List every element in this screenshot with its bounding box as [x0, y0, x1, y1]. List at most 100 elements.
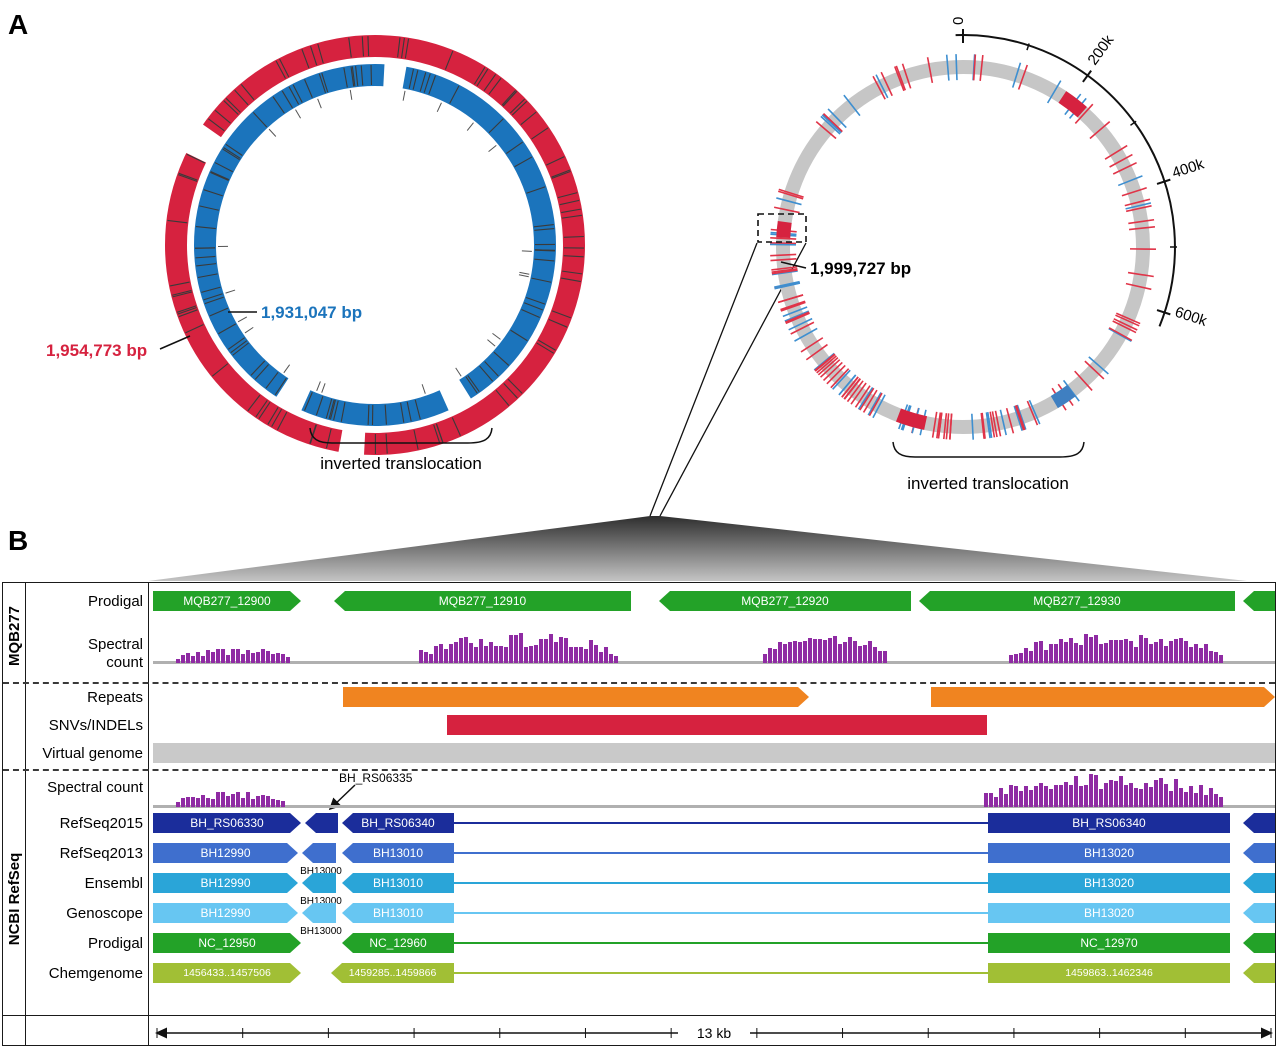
ring-tick [218, 323, 237, 335]
gene-1456433..1457506: 1456433..1457506 [153, 963, 301, 983]
variant-tick [868, 392, 883, 417]
hist-bar [1094, 775, 1098, 807]
ring-tick [225, 143, 243, 156]
variant-tick [1125, 202, 1152, 210]
ring-tick [230, 340, 248, 354]
hist-bar [1054, 644, 1058, 663]
gene-BH13020: BH13020 [988, 903, 1230, 923]
hist-bar [251, 653, 255, 663]
hist-bar [241, 798, 245, 807]
ring-tick [414, 399, 421, 420]
hist-bar [221, 649, 225, 663]
right-bp-label: 1,999,727 bp [810, 259, 911, 278]
variant-tick [832, 369, 851, 390]
variant-tick [980, 412, 985, 439]
ring-tick [548, 318, 568, 328]
hist-bar [984, 793, 988, 807]
gene-BH13020: BH13020 [988, 873, 1230, 893]
hist-bar [246, 650, 250, 663]
hist-bar [1204, 644, 1208, 663]
hist-bar [489, 642, 493, 663]
ring-tick [195, 255, 216, 259]
variant-tick [1121, 187, 1147, 197]
scale-tick-200k: 200k [1084, 32, 1117, 69]
hist-bar [1109, 780, 1113, 807]
variant-tick [1074, 370, 1093, 392]
variant-tick [1088, 356, 1109, 375]
ring-tick [237, 316, 248, 323]
gene-1459285..1459866: 1459285..1459866 [331, 963, 454, 983]
hist-bar [1024, 648, 1028, 663]
ring-tick [244, 326, 254, 334]
ring-tick [502, 91, 518, 107]
ring-tick [451, 417, 461, 436]
zoom-funnel [148, 516, 1247, 581]
gene-fragment [302, 903, 336, 923]
ring-tick [560, 277, 581, 283]
hist-bar [266, 651, 270, 663]
variant-tick [972, 54, 977, 81]
variant-tick [857, 386, 874, 410]
hist-bar [1039, 641, 1043, 663]
hist-bar [863, 645, 867, 663]
ring-tick [279, 58, 290, 78]
ring-tick [227, 337, 245, 350]
hist-bar [1204, 795, 1208, 807]
ring-tick [536, 342, 555, 354]
variant-tick [1128, 218, 1155, 225]
ring-tick [178, 174, 198, 182]
ring-tick [171, 289, 192, 296]
variant-tick [782, 306, 808, 318]
variant-tick [771, 269, 798, 275]
ring-tick [316, 381, 321, 391]
hist-bar [256, 652, 260, 663]
ring-tick [501, 89, 516, 106]
track-label-spectral-count-top: Spectral count [87, 636, 143, 671]
hist-bar [509, 635, 513, 663]
variant-tick [1124, 198, 1151, 207]
hist-bar [439, 644, 443, 663]
variant-tick [820, 115, 841, 135]
hist-bar [579, 647, 583, 663]
ring-blocks [776, 91, 1087, 430]
hist-bar [1029, 651, 1033, 663]
hist-bar [1114, 640, 1118, 663]
hist-bar [883, 651, 887, 663]
ring-tick [562, 270, 583, 275]
panel-a: A B 1,931,047 bp 1,954,773 bp inverted t… [8, 9, 1247, 581]
hist-bar [454, 642, 458, 663]
hist-bar [246, 792, 250, 807]
gene-MQB277_12900: MQB277_12900 [153, 591, 301, 611]
hist-bar [1004, 794, 1008, 807]
right-genome-plot: 0 200k 400k 600k 1,999,727 bp inverted t… [757, 17, 1209, 493]
gene-fragment [302, 873, 336, 893]
hist-bar [211, 799, 215, 807]
hist-bar [1124, 639, 1128, 663]
ring-tick [234, 89, 249, 106]
hist-bar [1064, 642, 1068, 663]
hist-bar [201, 656, 205, 663]
ring-tick [493, 351, 510, 366]
hist-bar [191, 656, 195, 663]
ring-tick [476, 68, 489, 87]
gene-MQB277_12930: MQB277_12930 [919, 591, 1235, 611]
ring-tick [172, 291, 193, 298]
hist-bar [1054, 785, 1058, 807]
ring-tick [503, 383, 518, 399]
hist-bar [1084, 785, 1088, 807]
ring-tick [247, 394, 261, 412]
hist-bar [833, 636, 837, 663]
ring-tick [397, 37, 401, 58]
variant-tick [989, 411, 996, 438]
ring-tick [444, 50, 454, 70]
connector-line [454, 912, 988, 914]
hist-bar [549, 634, 553, 663]
hist-bar [853, 641, 857, 663]
variant-tick [985, 412, 991, 439]
ring-tick [562, 214, 582, 219]
track-label-snvs-indels: SNVs/INDELs [48, 717, 143, 734]
hist-bar [271, 799, 275, 807]
ring-tick [318, 73, 327, 94]
gene-BH13020: BH13020 [988, 843, 1230, 863]
hist-bar [564, 638, 568, 663]
